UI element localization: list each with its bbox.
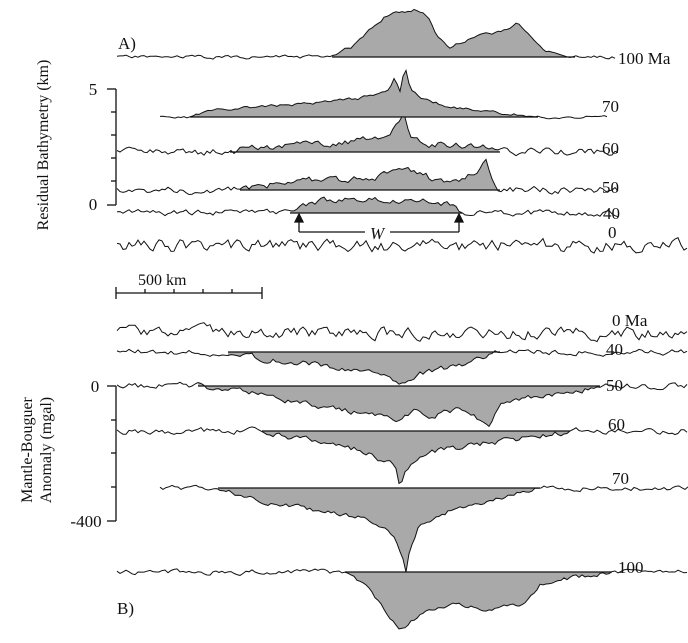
panel-b-ylabel-line2: Anomaly (mgal) <box>38 397 55 503</box>
panel-b-profile-4-label: 70 <box>612 469 629 488</box>
scale-bar-label: 500 km <box>138 272 187 289</box>
panel-a-profile-4-line <box>116 196 619 218</box>
panel-b-profile-3-line <box>116 426 688 485</box>
panel-a-profile-5-label: 0 <box>608 223 617 242</box>
panel-a-profile-4-label: 40 <box>603 204 620 223</box>
panel-b-ylabel-line1: Mantle-Bouguer <box>19 396 36 502</box>
panel-a-profiles: 100 Ma 70 60 50 400 <box>116 8 688 254</box>
panel-b-profile-1-fill <box>228 350 500 385</box>
panel-b-profile-1-line <box>116 348 688 385</box>
panel-b-tick-400: -400 <box>70 512 101 531</box>
panel-a-profile-2-line <box>116 116 619 157</box>
panel-a-profile-3-fill <box>240 159 500 191</box>
panel-b-profile-1-label: 40 <box>606 340 623 359</box>
panel-b-profile-5-fill <box>345 571 612 629</box>
panel-b-profile-3-fill <box>262 431 570 484</box>
panel-b-profile-2-fill <box>198 382 600 427</box>
panel-a-profile-0-label: 100 Ma <box>618 49 671 68</box>
panel-a-profile-0-fill <box>332 9 575 58</box>
panel-a-profile-0-line <box>116 8 616 60</box>
panel-a-profile-5-line <box>116 237 688 254</box>
panel-b-axis <box>107 385 117 522</box>
panel-b-profile-0-label: 0 Ma <box>612 311 648 330</box>
panel-b-profile-0-line <box>116 322 688 343</box>
panel-a-profile-2-fill <box>230 116 500 154</box>
panel-b-profiles: 0 Ma 40 50 60 70 100 <box>116 311 688 630</box>
width-label: W <box>370 224 386 243</box>
panel-a-profile-2-label: 60 <box>602 139 619 158</box>
panel-a-tick-5: 5 <box>89 80 98 99</box>
panel-a-profile-1-fill <box>190 70 538 117</box>
panel-b-profile-4-line <box>159 484 688 573</box>
panel-a-profile-3-label: 50 <box>602 178 619 197</box>
panel-a-axis <box>107 88 117 206</box>
panel-b-profile-2-label: 50 <box>606 376 623 395</box>
panel-b-tick-0: 0 <box>91 377 100 396</box>
panel-b-profile-3-label: 60 <box>608 415 625 434</box>
panel-a-label: A) <box>118 34 136 53</box>
panel-b-profile-2-line <box>116 381 688 428</box>
panel-a-profile-4-fill <box>290 197 462 213</box>
panel-a-profile-1-line <box>159 68 608 120</box>
panel-a-profile-1-label: 70 <box>602 97 619 116</box>
width-annotation <box>293 212 465 233</box>
scale-bar <box>115 287 263 299</box>
panel-b-profile-5-line <box>116 568 688 630</box>
panel-b-label: B) <box>117 599 134 618</box>
panel-b-profile-4-fill <box>218 488 540 573</box>
panel-a-ylabel: Residual Bathymetry (km) <box>35 60 52 231</box>
panel-b-profile-5-label: 100 <box>618 558 644 577</box>
panel-a-tick-0: 0 <box>89 195 98 214</box>
panel-a-profile-3-line <box>116 158 619 196</box>
